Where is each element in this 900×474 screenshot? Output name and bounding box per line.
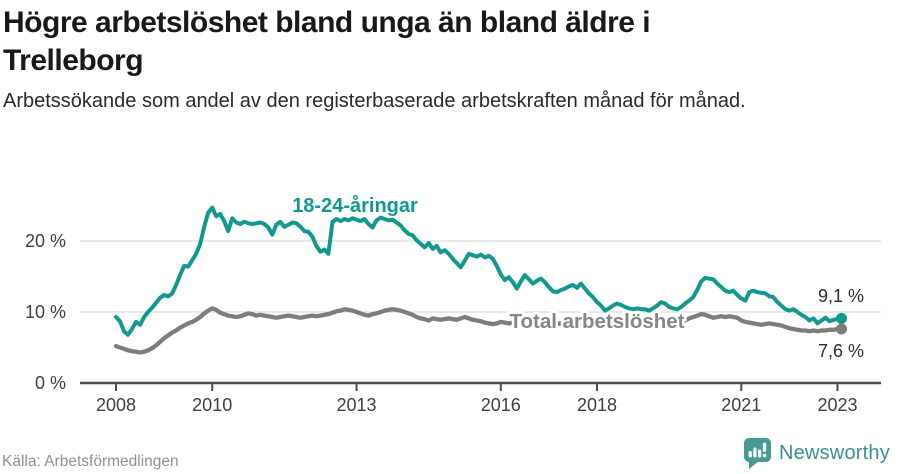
source-caption: Källa: Arbetsförmedlingen xyxy=(2,453,179,470)
series-label-total: Total arbetslöshet xyxy=(509,310,684,333)
brand-logo: Newsworthy xyxy=(744,438,890,469)
y-axis-label: 20 % xyxy=(25,231,66,251)
x-tick-label: 2013 xyxy=(336,395,376,415)
series-line-total xyxy=(113,306,844,355)
series-line-18-24 xyxy=(114,205,844,337)
brand-name: Newsworthy xyxy=(779,442,890,464)
x-tick-label: 2010 xyxy=(192,395,232,415)
value-label-total: 7,6 % xyxy=(818,341,864,361)
newsworthy-icon xyxy=(744,438,771,469)
value-label-18-24: 9,1 % xyxy=(818,286,864,306)
page-title: Högre arbetslöshet bland unga än bland ä… xyxy=(3,6,651,77)
x-tick-label: 2018 xyxy=(577,395,617,415)
end-dot-total xyxy=(836,323,848,335)
x-tick-label: 2016 xyxy=(481,395,521,415)
y-axis-label: 10 % xyxy=(25,302,66,322)
x-tick-label: 2021 xyxy=(721,395,761,415)
x-tick-label: 2008 xyxy=(96,395,136,415)
y-axis-label: 0 % xyxy=(35,373,66,393)
series-label-18-24: 18-24-åringar xyxy=(292,194,418,217)
x-tick-label: 2023 xyxy=(817,395,857,415)
end-dot-18-24 xyxy=(836,312,848,324)
chart-subtitle: Arbetssökande som andel av den registerb… xyxy=(3,90,746,112)
